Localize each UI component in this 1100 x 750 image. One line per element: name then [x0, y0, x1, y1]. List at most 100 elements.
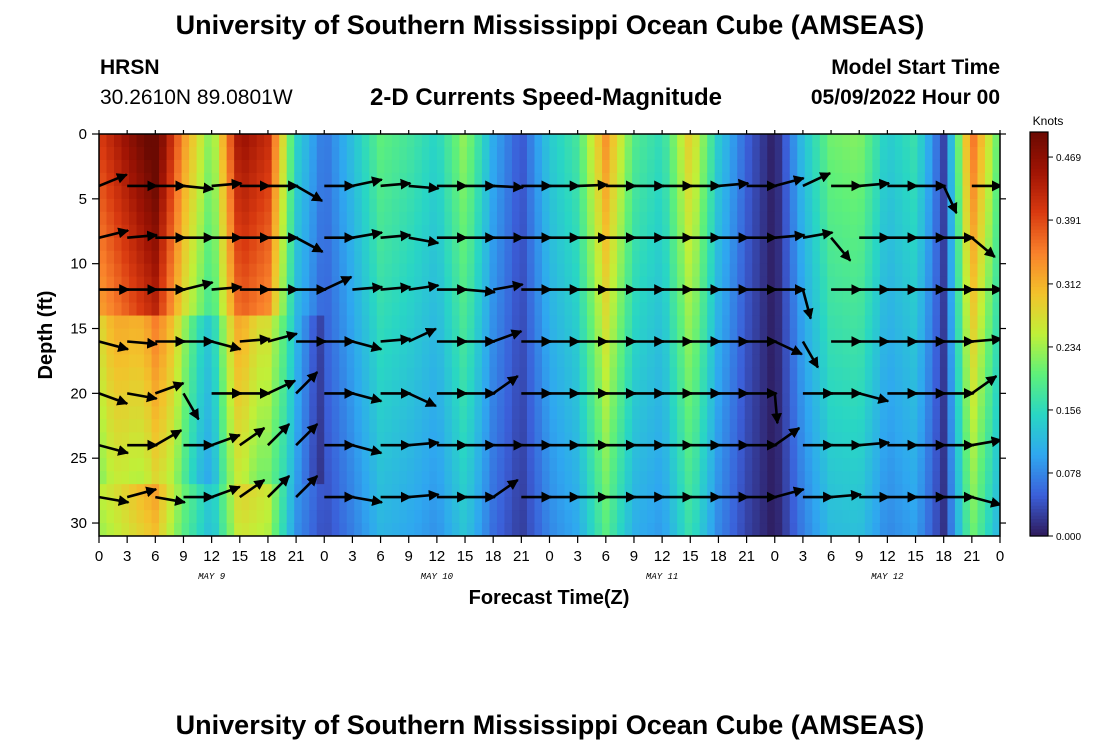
heatmap-cell: [774, 419, 783, 433]
heatmap-cell: [857, 367, 866, 381]
heatmap-cell: [474, 302, 483, 317]
heatmap-cell: [414, 432, 423, 446]
heatmap-cell: [474, 497, 483, 511]
heatmap-cell: [609, 185, 618, 200]
heatmap-cell: [226, 445, 235, 459]
heatmap-cell: [774, 458, 783, 472]
heatmap-cell: [789, 367, 798, 381]
heatmap-cell: [421, 523, 430, 536]
heatmap-cell: [541, 134, 551, 148]
heatmap-cell: [572, 367, 581, 381]
heatmap-cell: [624, 341, 633, 356]
heatmap-cell: [669, 134, 678, 148]
heatmap-cell: [864, 146, 873, 161]
heatmap-cell: [557, 276, 566, 291]
heatmap-cell: [812, 211, 821, 226]
heatmap-cell: [564, 198, 573, 213]
colorbar-swatch: [1030, 233, 1048, 237]
heatmap-cell: [219, 510, 228, 524]
heatmap-cell: [369, 289, 378, 304]
heatmap-cell: [249, 263, 258, 278]
heatmap-cell: [211, 224, 220, 239]
heatmap-cell: [436, 510, 445, 524]
heatmap-cell: [166, 523, 175, 536]
heatmap-cell: [421, 432, 430, 446]
heatmap-cell: [256, 510, 265, 524]
heatmap-cell: [939, 484, 949, 498]
heatmap-cell: [962, 458, 971, 472]
heatmap-cell: [294, 172, 303, 187]
heatmap-cell: [549, 289, 558, 304]
heatmap-cell: [279, 302, 288, 317]
heatmap-cell: [954, 445, 964, 459]
heatmap-cell: [144, 172, 153, 187]
heatmap-cell: [857, 393, 866, 407]
heatmap-cell: [647, 367, 656, 381]
heatmap-cell: [714, 354, 723, 369]
heatmap-cell: [196, 263, 205, 278]
heatmap-cell: [489, 523, 498, 536]
heatmap-cell: [106, 354, 115, 369]
heatmap-cell: [219, 497, 228, 511]
heatmap-cell: [714, 289, 723, 304]
heatmap-cell: [699, 263, 708, 278]
heatmap-cell: [774, 380, 783, 394]
heatmap-cell: [301, 458, 310, 472]
heatmap-cell: [834, 510, 843, 524]
heatmap-cell: [166, 302, 175, 317]
heatmap-cell: [339, 211, 348, 226]
heatmap-cell: [729, 354, 738, 369]
heatmap-cell: [992, 224, 1000, 239]
heatmap-cell: [526, 432, 536, 446]
heatmap-cell: [181, 393, 190, 407]
heatmap-cell: [632, 471, 641, 485]
heatmap-cell: [992, 315, 1000, 330]
heatmap-cell: [872, 497, 881, 511]
heatmap-cell: [196, 185, 205, 200]
heatmap-cell: [549, 172, 558, 187]
heatmap-cell: [99, 315, 108, 330]
heatmap-cell: [549, 393, 558, 407]
heatmap-cell: [504, 159, 513, 174]
heatmap-cell: [737, 328, 746, 343]
heatmap-cell: [256, 341, 265, 356]
heatmap-cell: [729, 198, 738, 213]
day-label: MAY 9: [198, 572, 226, 582]
colorbar-swatch: [1030, 371, 1048, 375]
heatmap-cell: [827, 315, 836, 330]
heatmap-cell: [924, 393, 934, 407]
heatmap-cell: [541, 237, 551, 252]
heatmap-cell: [572, 159, 581, 174]
heatmap-cell: [977, 263, 986, 278]
heatmap-cell: [579, 302, 588, 317]
heatmap-cell: [932, 341, 941, 356]
colorbar-swatch: [1030, 334, 1048, 338]
heatmap-cell: [481, 159, 491, 174]
heatmap-cell: [722, 328, 731, 343]
heatmap-cell: [752, 328, 761, 343]
heatmap-cell: [909, 224, 919, 239]
heatmap-cell: [722, 146, 731, 161]
heatmap-cell: [677, 471, 686, 485]
heatmap-cell: [984, 134, 994, 148]
heatmap-cell: [594, 263, 603, 278]
heatmap-cell: [346, 250, 355, 265]
heatmap-cell: [376, 458, 385, 472]
heatmap-cell: [932, 458, 941, 472]
heatmap-cell: [992, 198, 1000, 213]
heatmap-cell: [279, 289, 288, 304]
heatmap-cell: [744, 458, 753, 472]
heatmap-cell: [219, 341, 228, 356]
colorbar-swatch: [1030, 330, 1048, 335]
heatmap-cell: [684, 224, 693, 239]
heatmap-cell: [917, 185, 926, 200]
heatmap-cell: [939, 393, 949, 407]
heatmap-cell: [587, 237, 596, 252]
heatmap-cell: [624, 146, 633, 161]
heatmap-cell: [947, 341, 956, 356]
heatmap-cell: [271, 315, 280, 330]
heatmap-cell: [579, 432, 588, 446]
heatmap-cell: [316, 146, 325, 161]
heatmap-cell: [647, 471, 656, 485]
heatmap-cell: [609, 445, 618, 459]
